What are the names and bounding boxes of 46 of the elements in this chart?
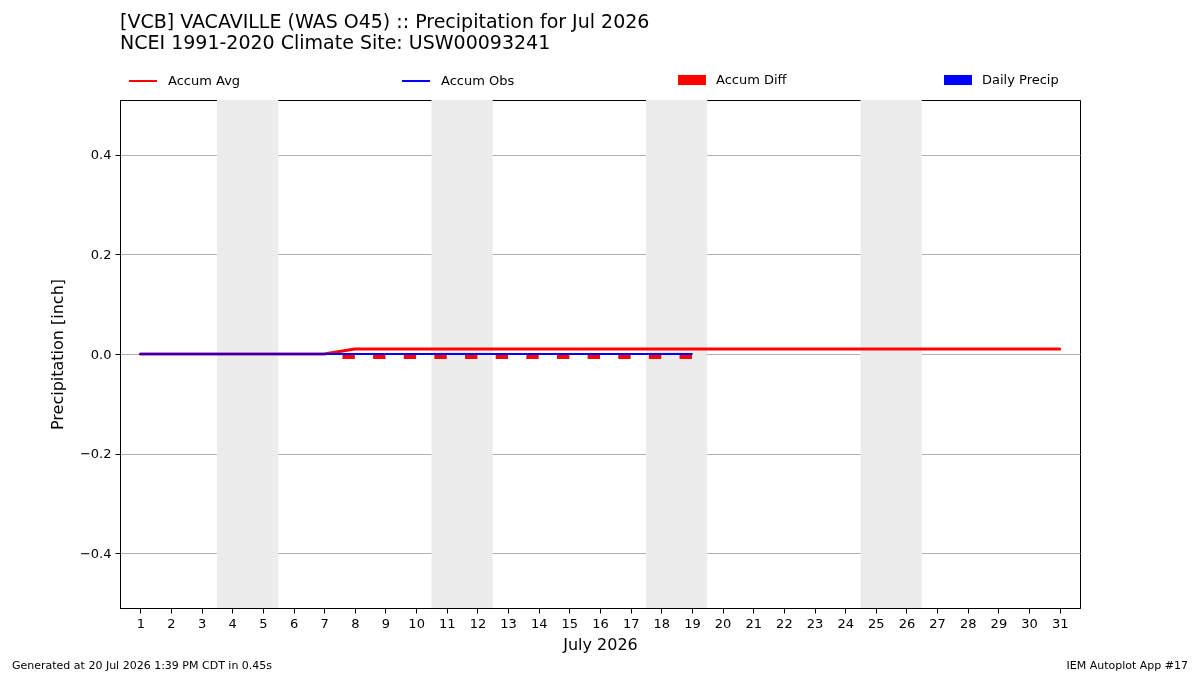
x-tick-label: 3 [197,615,207,631]
x-tick-label: 30 [1021,615,1038,631]
x-tick-label: 6 [289,615,299,631]
text: Generated at 20 Jul 2026 1:39 PM CDT in 0.45s [12,659,273,672]
legend-label: Daily Precip [982,72,1059,87]
x-tick-label: 15 [561,615,579,631]
x-tick-label: 16 [592,615,609,631]
x-tick-label: 31 [1051,615,1069,631]
legend-label: Accum Avg [168,73,241,88]
x-tick-label: 25 [868,615,885,631]
x-tick-label: 20 [714,615,732,631]
x-tick-label: 19 [684,615,701,631]
x-axis-title: July 2026 [562,634,638,654]
x-tick-label: 28 [959,615,977,631]
x-tick-label: 22 [776,615,793,631]
x-tick-label: 29 [990,615,1008,631]
y-tick-label: −0.4 [79,545,112,561]
x-tick-label: 8 [351,615,360,631]
x-tick-label: 13 [500,615,517,631]
y-tick-label: 0.4 [90,147,112,163]
x-tick-label: 23 [806,615,824,631]
x-tick-label: 14 [530,615,548,631]
chart-subtitle: NCEI 1991-2020 Climate Site: USW00093241 [120,31,551,53]
x-tick-label: 1 [136,615,145,631]
x-tick-label: 2 [167,615,176,631]
legend-label: Accum Diff [716,72,788,87]
x-tick-label: 10 [408,615,425,631]
chart-title: [VCB] VACAVILLE (WAS O45) :: Precipitation for Jul 2026 [120,10,650,32]
x-tick-label: 24 [837,615,854,631]
x-tick-label: 18 [653,615,671,631]
x-tick-label: 21 [745,615,762,631]
x-tick-label: 26 [898,615,916,631]
x-tick-label: 27 [929,615,946,631]
y-tick-label: −0.2 [79,446,112,462]
y-tick-label: 0.2 [90,246,112,262]
x-tick-label: 12 [469,615,487,631]
x-tick-label: 9 [381,615,391,631]
x-tick-label: 4 [228,615,237,631]
x-tick-label: 17 [622,615,640,631]
text: IEM Autoplot App #17 [1066,659,1188,672]
x-tick-label: 11 [439,615,456,631]
legend-label: Accum Obs [441,73,515,88]
y-tick-label: 0.0 [90,346,112,362]
y-axis-title: Precipitation [inch] [47,278,67,431]
x-tick-label: 5 [259,615,268,631]
x-tick-label: 7 [320,615,329,631]
